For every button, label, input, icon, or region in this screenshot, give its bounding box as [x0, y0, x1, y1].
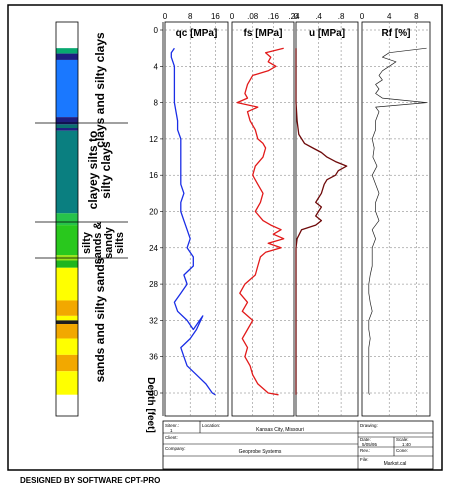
tb-site-value: 1 [170, 428, 173, 433]
tb-date-value: 5/05/95 [362, 442, 378, 447]
depth-tick-label: 4 [154, 62, 159, 71]
soil-layer [56, 130, 78, 214]
soil-label-sands: sands and silty sands [93, 257, 107, 382]
x-tick-label: .8 [338, 12, 345, 21]
soil-layer [56, 59, 78, 118]
soil-layer [56, 53, 78, 60]
panel-title: fs [MPa] [244, 28, 283, 39]
soil-label-clays: clays and silty clays [93, 32, 107, 148]
tb-scale-value: 1:40 [402, 442, 411, 447]
panel-frame [295, 21, 359, 417]
series-line [170, 47, 216, 396]
soil-layer [56, 128, 78, 131]
log-panels: 0 8 16 qc [MPa] 0 .08 .16 .24 fs [MPa] 0 .4 .8 u [MP… [163, 12, 431, 417]
x-tick-label: 16 [211, 12, 220, 21]
tb-scale-label: Scale: [396, 437, 409, 442]
tb-date-label: Date: [360, 437, 371, 442]
panel-title: qc [MPa] [176, 28, 218, 39]
soil-layer [56, 124, 78, 129]
tb-company-label: Company: [165, 446, 186, 451]
title-block: Sitenr.: 1 Location: Kansas City, Missou… [162, 420, 434, 470]
x-tick-label: 4 [387, 12, 392, 21]
x-tick-label: .4 [315, 12, 322, 21]
tb-company-value: Geoprobe Systems [239, 449, 282, 455]
series-line [236, 47, 285, 396]
x-tick-label: 0 [230, 12, 235, 21]
soil-layer [56, 225, 78, 256]
panel-1: 0 8 16 qc [MPa] [163, 12, 229, 417]
soil-layer [56, 213, 78, 226]
soil-layer [56, 324, 78, 339]
x-tick-label: 8 [188, 12, 193, 21]
depth-axis: 0 4 8 12 16 20 24 28 32 36 40 [149, 22, 164, 416]
depth-tick-label: 16 [149, 171, 158, 180]
panel-title: u [MPa] [309, 28, 345, 39]
panel-2: 0 .08 .16 .24 fs [MPa] [230, 12, 300, 417]
soil-layer [56, 30, 78, 49]
x-tick-label: .24 [288, 12, 300, 21]
tb-drawing-label: Drawing: [360, 423, 378, 428]
tb-file-value: Markst.cal [384, 461, 407, 467]
soil-layer [56, 394, 78, 416]
soil-label-clayey-silts-1: clayey silts tosilty clays [86, 131, 113, 210]
soil-label-silty-sands: siltysands &sandysilts [81, 222, 126, 265]
outer-frame [7, 4, 443, 471]
series-line [295, 48, 348, 395]
panel-3: 0 .4 .8 u [MPa] [294, 12, 359, 417]
soil-column-frame [55, 21, 79, 417]
soil-layer [56, 267, 78, 301]
depth-tick-label: 36 [149, 353, 158, 362]
panel-frame [361, 21, 431, 417]
x-tick-label: .16 [268, 12, 280, 21]
x-tick-label: .08 [247, 12, 259, 21]
depth-tick-label: 32 [149, 316, 158, 325]
tb-file-label: File: [360, 457, 369, 462]
soil-layer [56, 338, 78, 355]
footer-designed-by: DESIGNED BY SOFTWARE CPT-PRO [20, 476, 160, 485]
soil-labels: clays and silty clays clayey silts tosil… [81, 32, 126, 382]
soil-layer [56, 117, 78, 125]
panel-frame [164, 21, 229, 417]
depth-tick-label: 0 [154, 26, 159, 35]
tb-rev-label: Rev.: [360, 448, 370, 453]
x-tick-label: 8 [414, 12, 419, 21]
soil-layer [56, 354, 78, 372]
soil-layer [56, 48, 78, 54]
panel-frame [231, 21, 295, 417]
depth-tick-label: 28 [149, 280, 158, 289]
panel-title: Rf [%] [382, 28, 411, 39]
x-tick-label: 0 [360, 12, 365, 21]
soil-layer [56, 300, 78, 316]
depth-tick-label: 12 [149, 135, 158, 144]
tb-cone-label: Cone: [396, 448, 408, 453]
soil-boundaries [35, 122, 128, 259]
x-tick-label: 0 [294, 12, 299, 21]
tb-site-label: Sitenr.: [165, 423, 179, 428]
soil-layer [56, 371, 78, 395]
soil-layer [56, 315, 78, 321]
depth-tick-label: 8 [154, 99, 159, 108]
tb-location-value: Kansas City, Missouri [256, 427, 304, 433]
tb-client-label: Client: [165, 435, 178, 440]
soil-column [55, 21, 79, 417]
depth-tick-label: 20 [149, 208, 158, 217]
soil-layer [56, 320, 78, 325]
panel-4: 0 4 8Rf [%] [360, 12, 431, 417]
x-tick-label: 0 [163, 12, 168, 21]
depth-axis-label: Depth [feet] [145, 377, 156, 433]
depth-tick-label: 40 [149, 389, 158, 398]
depth-tick-label: 24 [149, 244, 158, 253]
soil-layer [56, 260, 78, 268]
tb-location-label: Location: [202, 423, 220, 428]
